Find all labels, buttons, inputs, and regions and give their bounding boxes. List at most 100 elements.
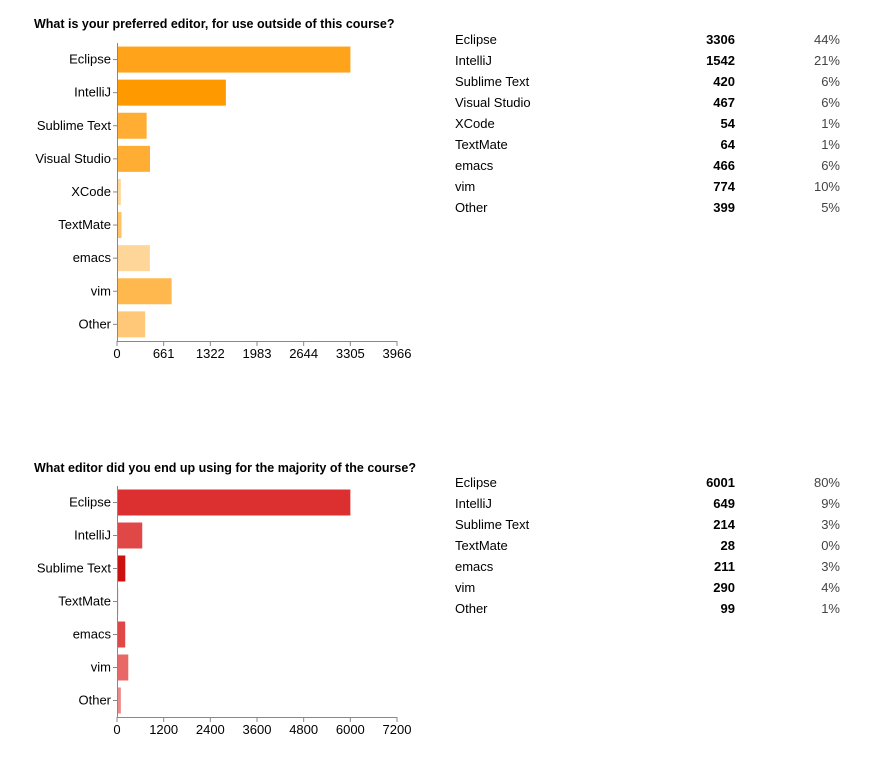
table-row: Visual Studio 467 6%: [455, 92, 840, 113]
x-tick-label: 3966: [383, 346, 412, 361]
response-percent: 1%: [821, 116, 840, 131]
bar-intellij: [117, 79, 226, 106]
x-tick-label: 1200: [149, 722, 178, 737]
x-tick-label: 0: [113, 346, 120, 361]
response-percent: 44%: [813, 32, 840, 47]
category-label: Eclipse: [69, 495, 111, 510]
table-row: Eclipse 6001 80%: [455, 472, 840, 493]
response-count: 649: [713, 496, 735, 511]
editor-name: Eclipse: [455, 32, 497, 47]
editor-name: Sublime Text: [455, 517, 530, 532]
response-percent: 6%: [821, 95, 840, 110]
response-count: 3306: [706, 32, 735, 47]
response-percent: 6%: [821, 74, 840, 89]
category-label: Visual Studio: [35, 151, 111, 166]
response-count: 64: [720, 137, 735, 152]
category-label: vim: [91, 660, 111, 675]
bar-vim: [117, 278, 172, 305]
response-count: 774: [713, 179, 735, 194]
category-label: Sublime Text: [37, 561, 112, 576]
category-label: IntelliJ: [74, 85, 111, 100]
question-title-1: What is your preferred editor, for use o…: [34, 17, 395, 31]
response-count: 6001: [706, 475, 735, 490]
table-row: vim 290 4%: [455, 577, 840, 598]
response-count: 399: [713, 200, 735, 215]
x-tick-label: 1322: [196, 346, 225, 361]
results-table-majority-editor: Eclipse 6001 80% IntelliJ 649 9% Sublime Text 2…: [455, 472, 840, 619]
response-percent: 1%: [821, 137, 840, 152]
table-row: Sublime Text 420 6%: [455, 71, 840, 92]
bar-vim: [117, 654, 129, 681]
category-label: Other: [78, 316, 111, 331]
response-count: 211: [714, 559, 735, 574]
response-count: 467: [713, 95, 735, 110]
results-table-preferred-editor: Eclipse 3306 44% IntelliJ 1542 21% Sublime Tex…: [455, 29, 840, 218]
response-percent: 5%: [821, 200, 840, 215]
editor-name: TextMate: [455, 137, 508, 152]
table-row: Other 99 1%: [455, 598, 840, 619]
category-label: emacs: [73, 627, 112, 642]
response-percent: 0%: [821, 538, 840, 553]
bar-chart-majority-editor: Eclipse IntelliJ Sublime Text TextMate emacs…: [37, 486, 411, 737]
bar-emacs: [117, 245, 150, 272]
bar-emacs: [117, 621, 126, 648]
response-percent: 6%: [821, 158, 840, 173]
category-label: IntelliJ: [74, 528, 111, 543]
bar-textmate: [117, 212, 122, 239]
editor-name: Other: [455, 200, 488, 215]
table-row: vim 774 10%: [455, 176, 840, 197]
x-tick-label: 3305: [336, 346, 365, 361]
category-label: emacs: [73, 250, 112, 265]
response-count: 290: [713, 580, 735, 595]
response-count: 99: [720, 601, 735, 616]
editor-name: Eclipse: [455, 475, 497, 490]
editor-name: IntelliJ: [455, 496, 492, 511]
response-count: 1542: [706, 53, 735, 68]
table-row: emacs 466 6%: [455, 155, 840, 176]
table-row: IntelliJ 1542 21%: [455, 50, 840, 71]
category-label: Other: [78, 693, 111, 708]
x-tick-label: 0: [113, 722, 120, 737]
bar-sublime-text: [117, 112, 147, 139]
response-percent: 3%: [821, 517, 840, 532]
editor-name: vim: [455, 580, 476, 595]
bar-eclipse: [117, 489, 351, 516]
table-row: IntelliJ 649 9%: [455, 493, 840, 514]
response-percent: 9%: [821, 496, 840, 511]
x-tick-label: 4800: [289, 722, 318, 737]
category-label: XCode: [71, 184, 111, 199]
response-count: 466: [713, 158, 735, 173]
table-row: emacs 211 3%: [455, 556, 840, 577]
response-percent: 10%: [813, 179, 840, 194]
response-percent: 80%: [813, 475, 840, 490]
bar-xcode: [117, 178, 121, 205]
bar-visual-studio: [117, 145, 150, 172]
bar-chart-preferred-editor: Eclipse IntelliJ Sublime Text Visual Studio…: [35, 43, 412, 361]
category-label: TextMate: [58, 594, 111, 609]
response-count: 28: [720, 538, 735, 553]
x-tick-label: 2400: [196, 722, 225, 737]
response-percent: 1%: [821, 601, 840, 616]
response-count: 420: [713, 74, 735, 89]
category-label: Eclipse: [69, 52, 111, 67]
question-title-2: What editor did you end up using for the…: [34, 461, 416, 475]
bar-intellij: [117, 522, 143, 549]
response-percent: 3%: [821, 559, 840, 574]
response-count: 214: [713, 517, 735, 532]
bar-other: [117, 687, 121, 714]
editor-name: emacs: [455, 559, 494, 574]
editor-name: TextMate: [455, 538, 508, 553]
bar-eclipse: [117, 46, 351, 73]
editor-name: Visual Studio: [455, 95, 531, 110]
editor-name: emacs: [455, 158, 494, 173]
editor-name: IntelliJ: [455, 53, 492, 68]
bar-other: [117, 311, 146, 338]
x-tick-label: 661: [153, 346, 175, 361]
x-tick-label: 6000: [336, 722, 365, 737]
x-tick-label: 1983: [243, 346, 272, 361]
table-row: Sublime Text 214 3%: [455, 514, 840, 535]
table-row: Eclipse 3306 44%: [455, 29, 840, 50]
editor-name: Sublime Text: [455, 74, 530, 89]
category-label: vim: [91, 283, 111, 298]
response-percent: 21%: [813, 53, 840, 68]
